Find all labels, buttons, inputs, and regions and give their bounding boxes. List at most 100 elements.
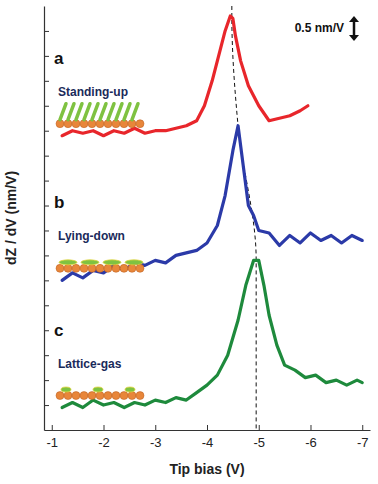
substrate-atom (104, 264, 112, 272)
y-tick-mark (44, 31, 49, 32)
substrate-atom (72, 392, 80, 400)
x-axis-title: Tip bias (V) (169, 461, 244, 477)
substrate-atom (128, 392, 136, 400)
y-tick (44, 305, 49, 306)
panel-letter: a (54, 49, 64, 68)
x-tick-mark (362, 425, 363, 430)
x-tick-label: -5 (253, 435, 265, 450)
y-tick-mark (44, 405, 49, 406)
plot: -1-2-3-4-5-6-7aStanding-upbLying-downcLa… (44, 6, 371, 450)
substrate-atom (88, 392, 96, 400)
substrate-atom (72, 264, 80, 272)
substrate-atom (64, 264, 72, 272)
substrate-atom (96, 392, 104, 400)
substrate-atom (136, 392, 144, 400)
molecule (76, 104, 82, 120)
illustration (56, 387, 144, 400)
y-tick-mark (44, 230, 49, 231)
molecule (125, 260, 143, 265)
series-line (62, 16, 308, 136)
y-axis (44, 7, 49, 431)
substrate-atom (56, 392, 64, 400)
y-tick-mark (44, 255, 49, 256)
y-tick (44, 206, 49, 207)
chart: -1-2-3-4-5-6-7aStanding-upbLying-downcLa… (0, 0, 378, 484)
molecule (84, 104, 90, 120)
molecule (81, 260, 99, 265)
y-tick (44, 106, 49, 107)
y-axis-line (44, 7, 45, 431)
molecule (124, 104, 130, 120)
x-tick-mark (310, 425, 311, 430)
x-tick-mark (259, 425, 260, 430)
substrate-atom (96, 264, 104, 272)
substrate-atom (88, 264, 96, 272)
y-tick (44, 355, 49, 356)
y-tick (44, 230, 49, 231)
scale-bar-label: 0.5 nm/V (295, 21, 344, 35)
substrate-atom (64, 392, 72, 400)
y-tick-mark (44, 106, 49, 107)
y-tick (44, 56, 49, 57)
substrate-atom (128, 264, 136, 272)
substrate-atom (136, 264, 144, 272)
substrate-atom (112, 392, 120, 400)
x-tick: -5 (253, 425, 265, 450)
series-line (62, 260, 362, 407)
x-tick-label: -2 (98, 435, 110, 450)
substrate-atom (104, 392, 112, 400)
y-tick-mark (44, 156, 49, 157)
x-tick: -2 (98, 425, 110, 450)
molecule (68, 104, 74, 120)
y-tick (44, 181, 49, 182)
molecule (132, 104, 138, 120)
x-axis: -1 -2 -3 -4 -5 -6 -7 (45, 425, 371, 450)
panel-letter: b (54, 193, 64, 212)
y-tick-mark (44, 355, 49, 356)
molecule (93, 387, 103, 392)
series-name: Lattice-gas (58, 357, 122, 371)
x-tick: -4 (202, 425, 214, 450)
substrate-atom (112, 264, 120, 272)
molecule (92, 104, 98, 120)
y-tick (44, 280, 49, 281)
x-tick-mark (52, 425, 53, 430)
y-axis-title: dZ / dV (nm/V) (3, 171, 19, 265)
x-tick-label: -7 (357, 435, 369, 450)
y-tick (44, 131, 49, 132)
scale-bar: 0.5 nm/V (295, 16, 359, 41)
x-tick-label: -3 (150, 435, 162, 450)
illustration (56, 260, 144, 273)
molecule (108, 104, 114, 120)
substrate-atom (80, 264, 88, 272)
molecule (125, 387, 135, 392)
x-tick-mark (155, 425, 156, 430)
y-tick-mark (44, 380, 49, 381)
x-tick-label: -4 (202, 435, 214, 450)
x-axis-line (45, 430, 371, 431)
molecule (59, 260, 77, 265)
y-tick-mark (44, 181, 49, 182)
substrate-atom (56, 264, 64, 272)
molecule (116, 104, 122, 120)
series-line (62, 126, 362, 281)
molecule (60, 104, 66, 120)
scale-bar-arrowhead (349, 16, 359, 22)
y-tick-mark (44, 206, 49, 207)
y-tick-mark (44, 81, 49, 82)
x-tick-label: -6 (305, 435, 317, 450)
scale-bar-arrowhead (349, 35, 359, 41)
y-tick-mark (44, 56, 49, 57)
x-tick: -3 (150, 425, 162, 450)
x-tick: -6 (305, 425, 317, 450)
x-tick: -1 (46, 425, 58, 450)
x-tick-mark (207, 425, 208, 430)
substrate-atom (80, 392, 88, 400)
y-tick-mark (44, 330, 49, 331)
scale-bar-line (353, 20, 356, 37)
y-tick-mark (44, 305, 49, 306)
illustration (56, 104, 144, 128)
substrate-atom (120, 264, 128, 272)
series-name: Standing-up (58, 85, 128, 99)
molecule (103, 260, 121, 265)
